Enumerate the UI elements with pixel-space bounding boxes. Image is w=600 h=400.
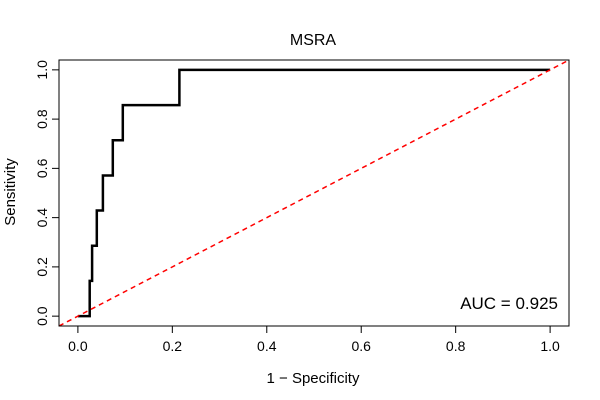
chart-title: MSRA [290,32,337,49]
y-tick-label: 1.0 [34,60,50,80]
x-tick-label: 0.4 [257,338,277,354]
y-tick-label: 0.6 [34,158,50,178]
y-axis-label: Sensitivity [2,158,19,226]
roc-curve-line [77,68,551,318]
plot-frame [58,59,570,327]
x-tick-label: 1.0 [540,338,560,354]
y-tick-label: 0.0 [34,306,50,326]
auc-annotation: AUC = 0.925 [460,294,558,313]
y-tick-label: 0.2 [34,257,50,277]
y-tick-label: 0.8 [34,109,50,129]
x-tick-label: 0.8 [446,338,466,354]
x-tick-label: 0.0 [68,338,88,354]
x-axis-label: 1 − Specificity [267,370,360,387]
x-tick-label: 0.6 [351,338,371,354]
reference-diagonal-line [58,59,570,327]
y-tick-label: 0.4 [34,208,50,228]
x-tick-label: 0.2 [163,338,183,354]
